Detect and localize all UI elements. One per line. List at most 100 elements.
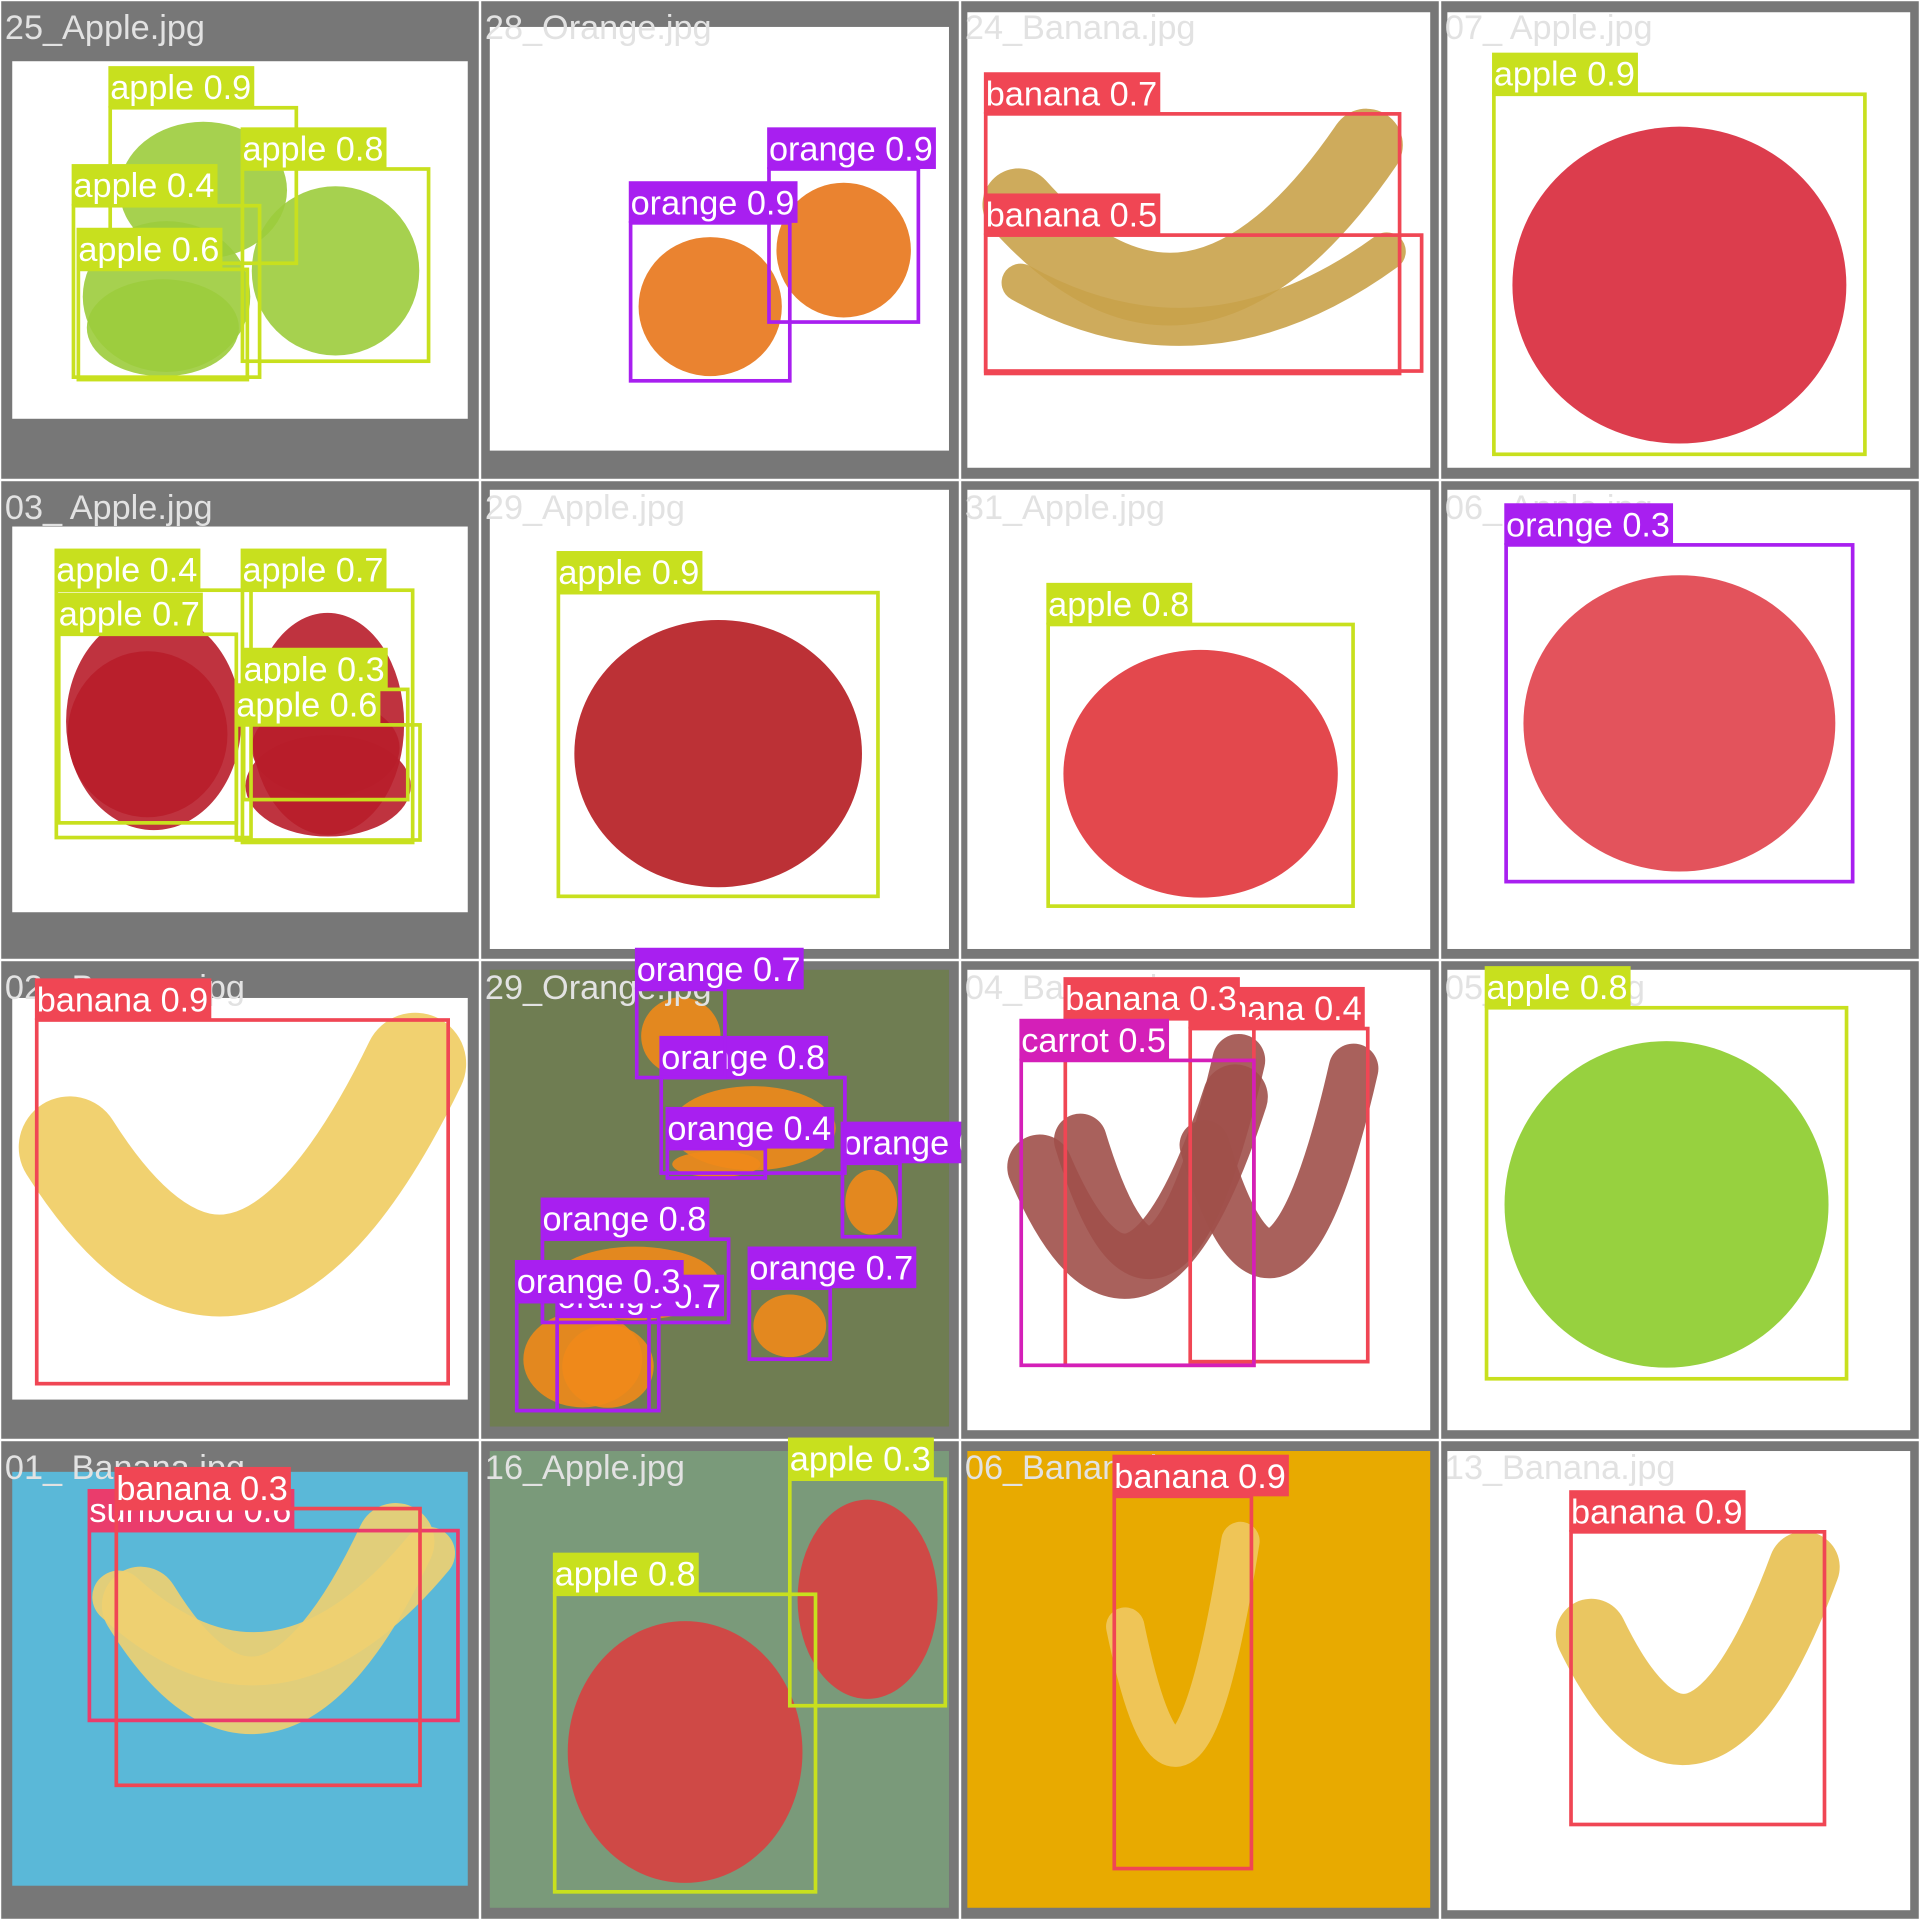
fruit: [67, 651, 228, 818]
detection-label: carrot 0.5: [1021, 1022, 1166, 1060]
label-background: [747, 1246, 917, 1289]
detection-label: apple 0.6: [236, 686, 377, 724]
filename: 03_ Apple.jpg: [5, 489, 213, 527]
detection-label: apple 0.8: [1487, 969, 1628, 1007]
detection-label: apple 0.4: [56, 552, 197, 590]
filename: 13_Banana.jpg: [1445, 1449, 1676, 1487]
detection-label: apple 0.7: [59, 596, 200, 634]
detection-label: orange 0.9: [631, 184, 795, 222]
filename: 29_Apple.jpg: [485, 489, 685, 527]
fruit: [982, 108, 1403, 326]
label-background: [1492, 52, 1638, 95]
fruit: [638, 237, 782, 377]
fruit: [1106, 1521, 1260, 1767]
filename: 31_Apple.jpg: [965, 489, 1165, 527]
detection-label: apple 0.8: [1048, 586, 1189, 624]
label-background: [1484, 966, 1631, 1008]
detection-label: orange 0.7: [637, 951, 801, 989]
fruit: [251, 186, 420, 356]
label-background: [114, 1466, 291, 1509]
detection-label: orange 0.7: [749, 1250, 913, 1288]
filename: 28_Orange.jpg: [485, 9, 712, 47]
label-background: [787, 1437, 934, 1480]
detection-label: apple 0.7: [242, 552, 383, 590]
fruit: [86, 279, 239, 377]
detection-label: apple 0.3: [244, 651, 385, 689]
label-background: [634, 947, 804, 990]
fruit: [1523, 575, 1836, 872]
fruit: [1063, 649, 1338, 898]
tile: 07_ Apple.jpg apple 0.9: [1441, 1, 1919, 479]
label-background: [665, 1106, 835, 1149]
fruit: [797, 1499, 938, 1699]
detection-label: banana 0.3: [116, 1470, 288, 1508]
detection-label: orange 0.4: [667, 1110, 831, 1148]
bounding-box: [1019, 1058, 1256, 1368]
fruit: [1504, 1041, 1829, 1368]
label-background: [628, 181, 798, 223]
label-background: [34, 978, 212, 1020]
detection-label: apple 0.8: [242, 130, 383, 168]
label-background: [552, 1552, 699, 1595]
tile: 03_ Apple.jpg apple 0.7 apple 0.4 apple 0.7…: [1, 481, 479, 959]
label-background: [56, 592, 203, 635]
fruit: [523, 1311, 643, 1408]
label-background: [71, 164, 218, 206]
bounding-box: [34, 1018, 450, 1386]
fruit: [567, 1621, 803, 1883]
detection-label: orange 0.9: [769, 130, 933, 168]
label-background: [1569, 1490, 1746, 1532]
fruit: [1001, 232, 1406, 346]
fruit: [776, 182, 911, 318]
filename: 24_Banana.jpg: [965, 9, 1196, 47]
bounding-box: [983, 233, 1424, 373]
fruit: [1555, 1531, 1840, 1765]
label-background: [659, 1035, 829, 1078]
detection-label: orange 0.3: [517, 1263, 681, 1301]
detection-label: banana 0.9: [1114, 1458, 1286, 1496]
fruit: [845, 1169, 898, 1235]
fruit: [574, 619, 862, 888]
detection-label: banana 0.9: [1571, 1493, 1743, 1531]
detection-label: orange 0.8: [661, 1039, 825, 1077]
detection-label: banana 0.3: [1065, 980, 1237, 1018]
detection-label: orange 0.8: [542, 1201, 706, 1239]
label-background: [241, 647, 388, 690]
fruit: [1512, 126, 1847, 444]
label-background: [76, 227, 223, 270]
filename: 16_Apple.jpg: [485, 1449, 685, 1487]
fruit: [245, 735, 411, 837]
label-background: [983, 72, 1161, 114]
detection-label: apple 0.6: [78, 231, 219, 269]
label-background: [1112, 1454, 1289, 1497]
bounding-box: [556, 590, 880, 899]
fruit: [101, 1503, 435, 1734]
label-background: [1019, 1018, 1170, 1061]
filename: 07_ Apple.jpg: [1445, 9, 1653, 47]
detection-label: orange 0.3: [1506, 506, 1670, 544]
bounding-box: [1484, 1005, 1849, 1381]
filename: 25_Apple.jpg: [5, 9, 205, 47]
label-background: [767, 127, 936, 169]
label-background: [1046, 582, 1193, 625]
label-background: [514, 1260, 684, 1302]
label-background: [54, 548, 201, 591]
detection-label: banana 0.9: [37, 981, 209, 1019]
detection-label: apple 0.3: [790, 1441, 931, 1479]
detection-label: apple 0.9: [1494, 56, 1635, 94]
detection-label: apple 0.9: [110, 69, 251, 107]
label-background: [234, 683, 381, 725]
detection-label: apple 0.9: [558, 554, 699, 592]
detection-label: banana 0.5: [986, 197, 1158, 235]
